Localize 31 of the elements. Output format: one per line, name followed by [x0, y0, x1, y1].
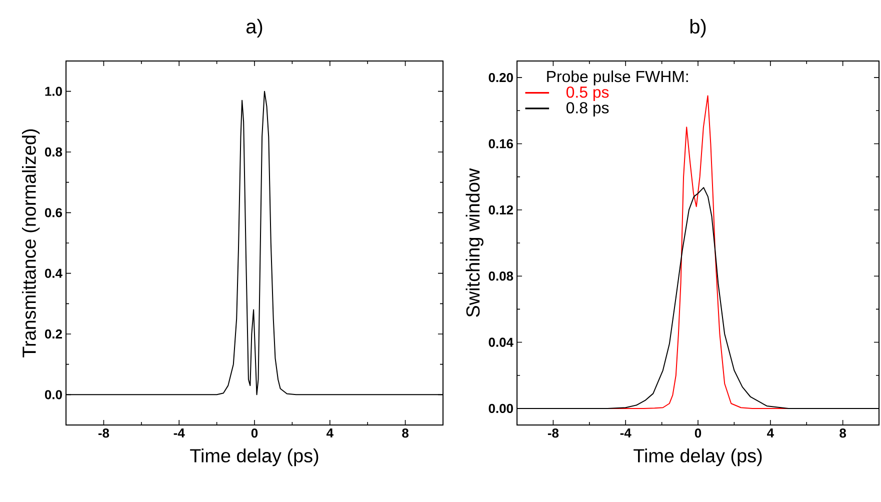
x-tick-label: 0: [694, 428, 702, 438]
chart-title: b): [690, 18, 706, 38]
x-tick-label: -8: [98, 428, 110, 438]
x-axis-title: Time delay (ps): [190, 448, 318, 466]
legend-title: Probe pulse FWHM:: [547, 70, 688, 86]
legend-label: 0.5 ps: [566, 86, 609, 101]
x-tick-label: 4: [767, 428, 774, 438]
y-tick-label: 0.08: [488, 272, 514, 281]
x-tick-label: 8: [402, 428, 409, 438]
x-tick-label: -4: [620, 428, 632, 438]
y-tick-label: 0.16: [488, 139, 514, 148]
x-tick-label: 4: [326, 428, 334, 438]
x-tick-label: -8: [548, 428, 559, 438]
y-tick-label: 0.0: [44, 390, 62, 400]
x-tick-label: 0: [251, 428, 258, 438]
y-tick-label: 0.8: [44, 147, 62, 157]
y-tick-label: 0.4: [44, 268, 62, 278]
y-tick-label: 0.12: [488, 205, 513, 214]
y-tick-label: 0.20: [488, 72, 513, 82]
y-axis-title: Switching window: [466, 168, 484, 317]
y-tick-label: 0.04: [488, 338, 514, 347]
x-axis-title: Time delay (ps): [634, 448, 762, 466]
chart-title: a): [246, 18, 262, 38]
x-tick-label: 8: [840, 428, 846, 438]
y-tick-label: 0.00: [488, 404, 513, 414]
y-axis-title: Transmittance (normalized): [22, 129, 40, 358]
x-tick-label: -4: [174, 428, 185, 438]
y-tick-label: 0.6: [44, 208, 62, 218]
y-tick-label: 0.2: [44, 329, 62, 339]
y-tick-label: 1.0: [45, 86, 62, 96]
legend-label: 0.8 ps: [566, 102, 609, 117]
